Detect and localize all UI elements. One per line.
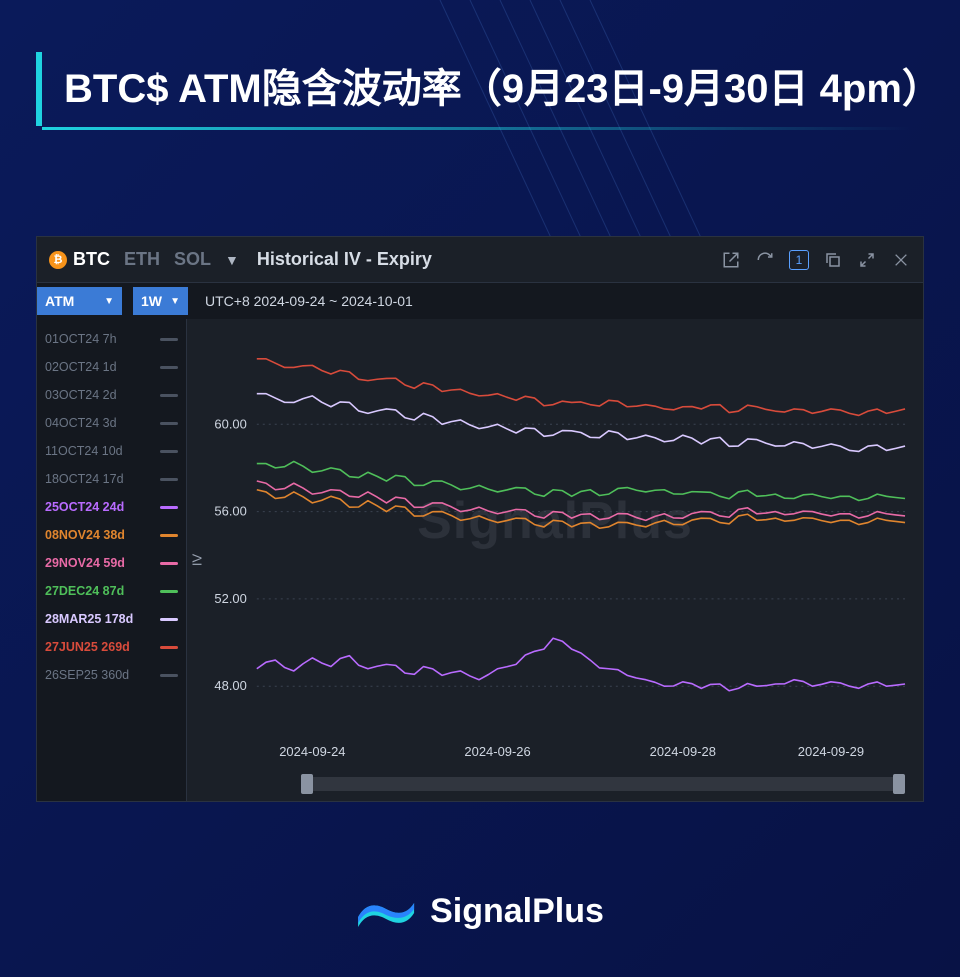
legend-swatch — [160, 338, 178, 341]
panel-selector-row: ATM ▼ 1W ▼ UTC+8 2024-09-24 ~ 2024-10-01 — [37, 283, 923, 319]
legend-item[interactable]: 18OCT24 17d — [41, 465, 182, 493]
svg-text:48.00: 48.00 — [214, 678, 246, 693]
page-title: BTC$ ATM隐含波动率（9月23日-9月30日 4pm） — [64, 62, 924, 116]
strike-selector[interactable]: ATM ▼ — [37, 287, 123, 315]
legend-swatch — [160, 674, 178, 677]
legend-label: 03OCT24 2d — [45, 388, 117, 402]
legend-swatch — [160, 506, 178, 509]
btc-icon: ₿ — [49, 251, 67, 269]
legend-item[interactable]: 02OCT24 1d — [41, 353, 182, 381]
legend-column: 01OCT24 7h 02OCT24 1d 03OCT24 2d 04OCT24 3d… — [37, 319, 187, 801]
expand-icon[interactable] — [857, 250, 877, 270]
legend-label: 27JUN25 269d — [45, 640, 130, 654]
legend-swatch — [160, 478, 178, 481]
panel-body: 01OCT24 7h 02OCT24 1d 03OCT24 2d 04OCT24 3d… — [37, 319, 923, 801]
coin-label-btc: BTC — [73, 249, 110, 270]
legend-swatch — [160, 534, 178, 537]
svg-text:2024-09-24: 2024-09-24 — [279, 744, 345, 759]
panel-top-icons: 1 — [721, 250, 911, 270]
svg-text:2024-09-28: 2024-09-28 — [650, 744, 716, 759]
svg-text:52.00: 52.00 — [214, 591, 246, 606]
legend-label: 01OCT24 7h — [45, 332, 117, 346]
legend-item[interactable]: 03OCT24 2d — [41, 381, 182, 409]
legend-item[interactable]: 27JUN25 269d — [41, 633, 182, 661]
close-icon[interactable] — [891, 250, 911, 270]
legend-label: 04OCT24 3d — [45, 416, 117, 430]
legend-label: 27DEC24 87d — [45, 584, 124, 598]
legend-label: 02OCT24 1d — [45, 360, 117, 374]
brand-name: SignalPlus — [430, 892, 604, 931]
time-scrollbar[interactable] — [307, 777, 899, 791]
legend-swatch — [160, 562, 178, 565]
iv-panel: ₿ BTC ETH SOL ▼ Historical IV - Expiry 1… — [36, 236, 924, 802]
legend-swatch — [160, 366, 178, 369]
coin-tab-eth[interactable]: ETH — [124, 249, 160, 270]
legend-swatch — [160, 646, 178, 649]
legend-label: 08NOV24 38d — [45, 528, 125, 542]
legend-label: 11OCT24 10d — [45, 444, 123, 458]
one-button[interactable]: 1 — [789, 250, 809, 270]
scroll-handle-left[interactable] — [301, 774, 313, 794]
legend-label: 29NOV24 59d — [45, 556, 125, 570]
legend-item[interactable]: 08NOV24 38d — [41, 521, 182, 549]
legend-swatch — [160, 450, 178, 453]
legend-item[interactable]: 27DEC24 87d — [41, 577, 182, 605]
coin-tab-sol[interactable]: SOL — [174, 249, 211, 270]
legend-label: 25OCT24 24d — [45, 500, 124, 514]
coin-dropdown-icon[interactable]: ▼ — [225, 252, 239, 268]
svg-text:2024-09-29: 2024-09-29 — [798, 744, 864, 759]
legend-item[interactable]: 04OCT24 3d — [41, 409, 182, 437]
legend-item[interactable]: 26SEP25 360d — [41, 661, 182, 689]
chevron-down-icon: ▼ — [104, 296, 114, 307]
svg-text:2024-09-26: 2024-09-26 — [464, 744, 530, 759]
legend-item[interactable]: 01OCT24 7h — [41, 325, 182, 353]
range-selector[interactable]: 1W ▼ — [133, 287, 189, 315]
refresh-icon[interactable] — [755, 250, 775, 270]
title-underline — [42, 127, 912, 130]
date-range-label: UTC+8 2024-09-24 ~ 2024-10-01 — [199, 293, 413, 309]
page-title-block: BTC$ ATM隐含波动率（9月23日-9月30日 4pm） — [36, 52, 924, 126]
export-icon[interactable] — [721, 250, 741, 270]
strike-value: ATM — [45, 293, 74, 309]
legend-swatch — [160, 590, 178, 593]
legend-label: 26SEP25 360d — [45, 668, 129, 682]
brand-logo-icon — [356, 889, 416, 933]
range-value: 1W — [141, 293, 162, 309]
panel-title: Historical IV - Expiry — [257, 249, 432, 270]
scroll-handle-right[interactable] — [893, 774, 905, 794]
legend-label: 28MAR25 178d — [45, 612, 133, 626]
svg-text:56.00: 56.00 — [214, 504, 246, 519]
legend-item[interactable]: 29NOV24 59d — [41, 549, 182, 577]
legend-swatch — [160, 618, 178, 621]
coin-tabs: ₿ BTC ETH SOL ▼ — [49, 249, 239, 270]
legend-item[interactable]: 28MAR25 178d — [41, 605, 182, 633]
copy-icon[interactable] — [823, 250, 843, 270]
legend-swatch — [160, 394, 178, 397]
brand-footer: SignalPlus — [356, 889, 604, 933]
chart-area: IV SignalPlus 48.0052.0056.0060.002024-0… — [187, 319, 923, 801]
legend-item[interactable]: 25OCT24 24d — [41, 493, 182, 521]
legend-item[interactable]: 11OCT24 10d — [41, 437, 182, 465]
chevron-down-icon: ▼ — [170, 296, 180, 307]
svg-text:60.00: 60.00 — [214, 416, 246, 431]
coin-tab-btc[interactable]: ₿ BTC — [49, 249, 110, 270]
legend-label: 18OCT24 17d — [45, 472, 124, 486]
iv-line-chart[interactable]: 48.00 52.00 56.00 60.00 2024-09-24 2024-09-26… — [187, 319, 923, 802]
panel-top-bar: ₿ BTC ETH SOL ▼ Historical IV - Expiry 1 — [37, 237, 923, 283]
legend-swatch — [160, 422, 178, 425]
